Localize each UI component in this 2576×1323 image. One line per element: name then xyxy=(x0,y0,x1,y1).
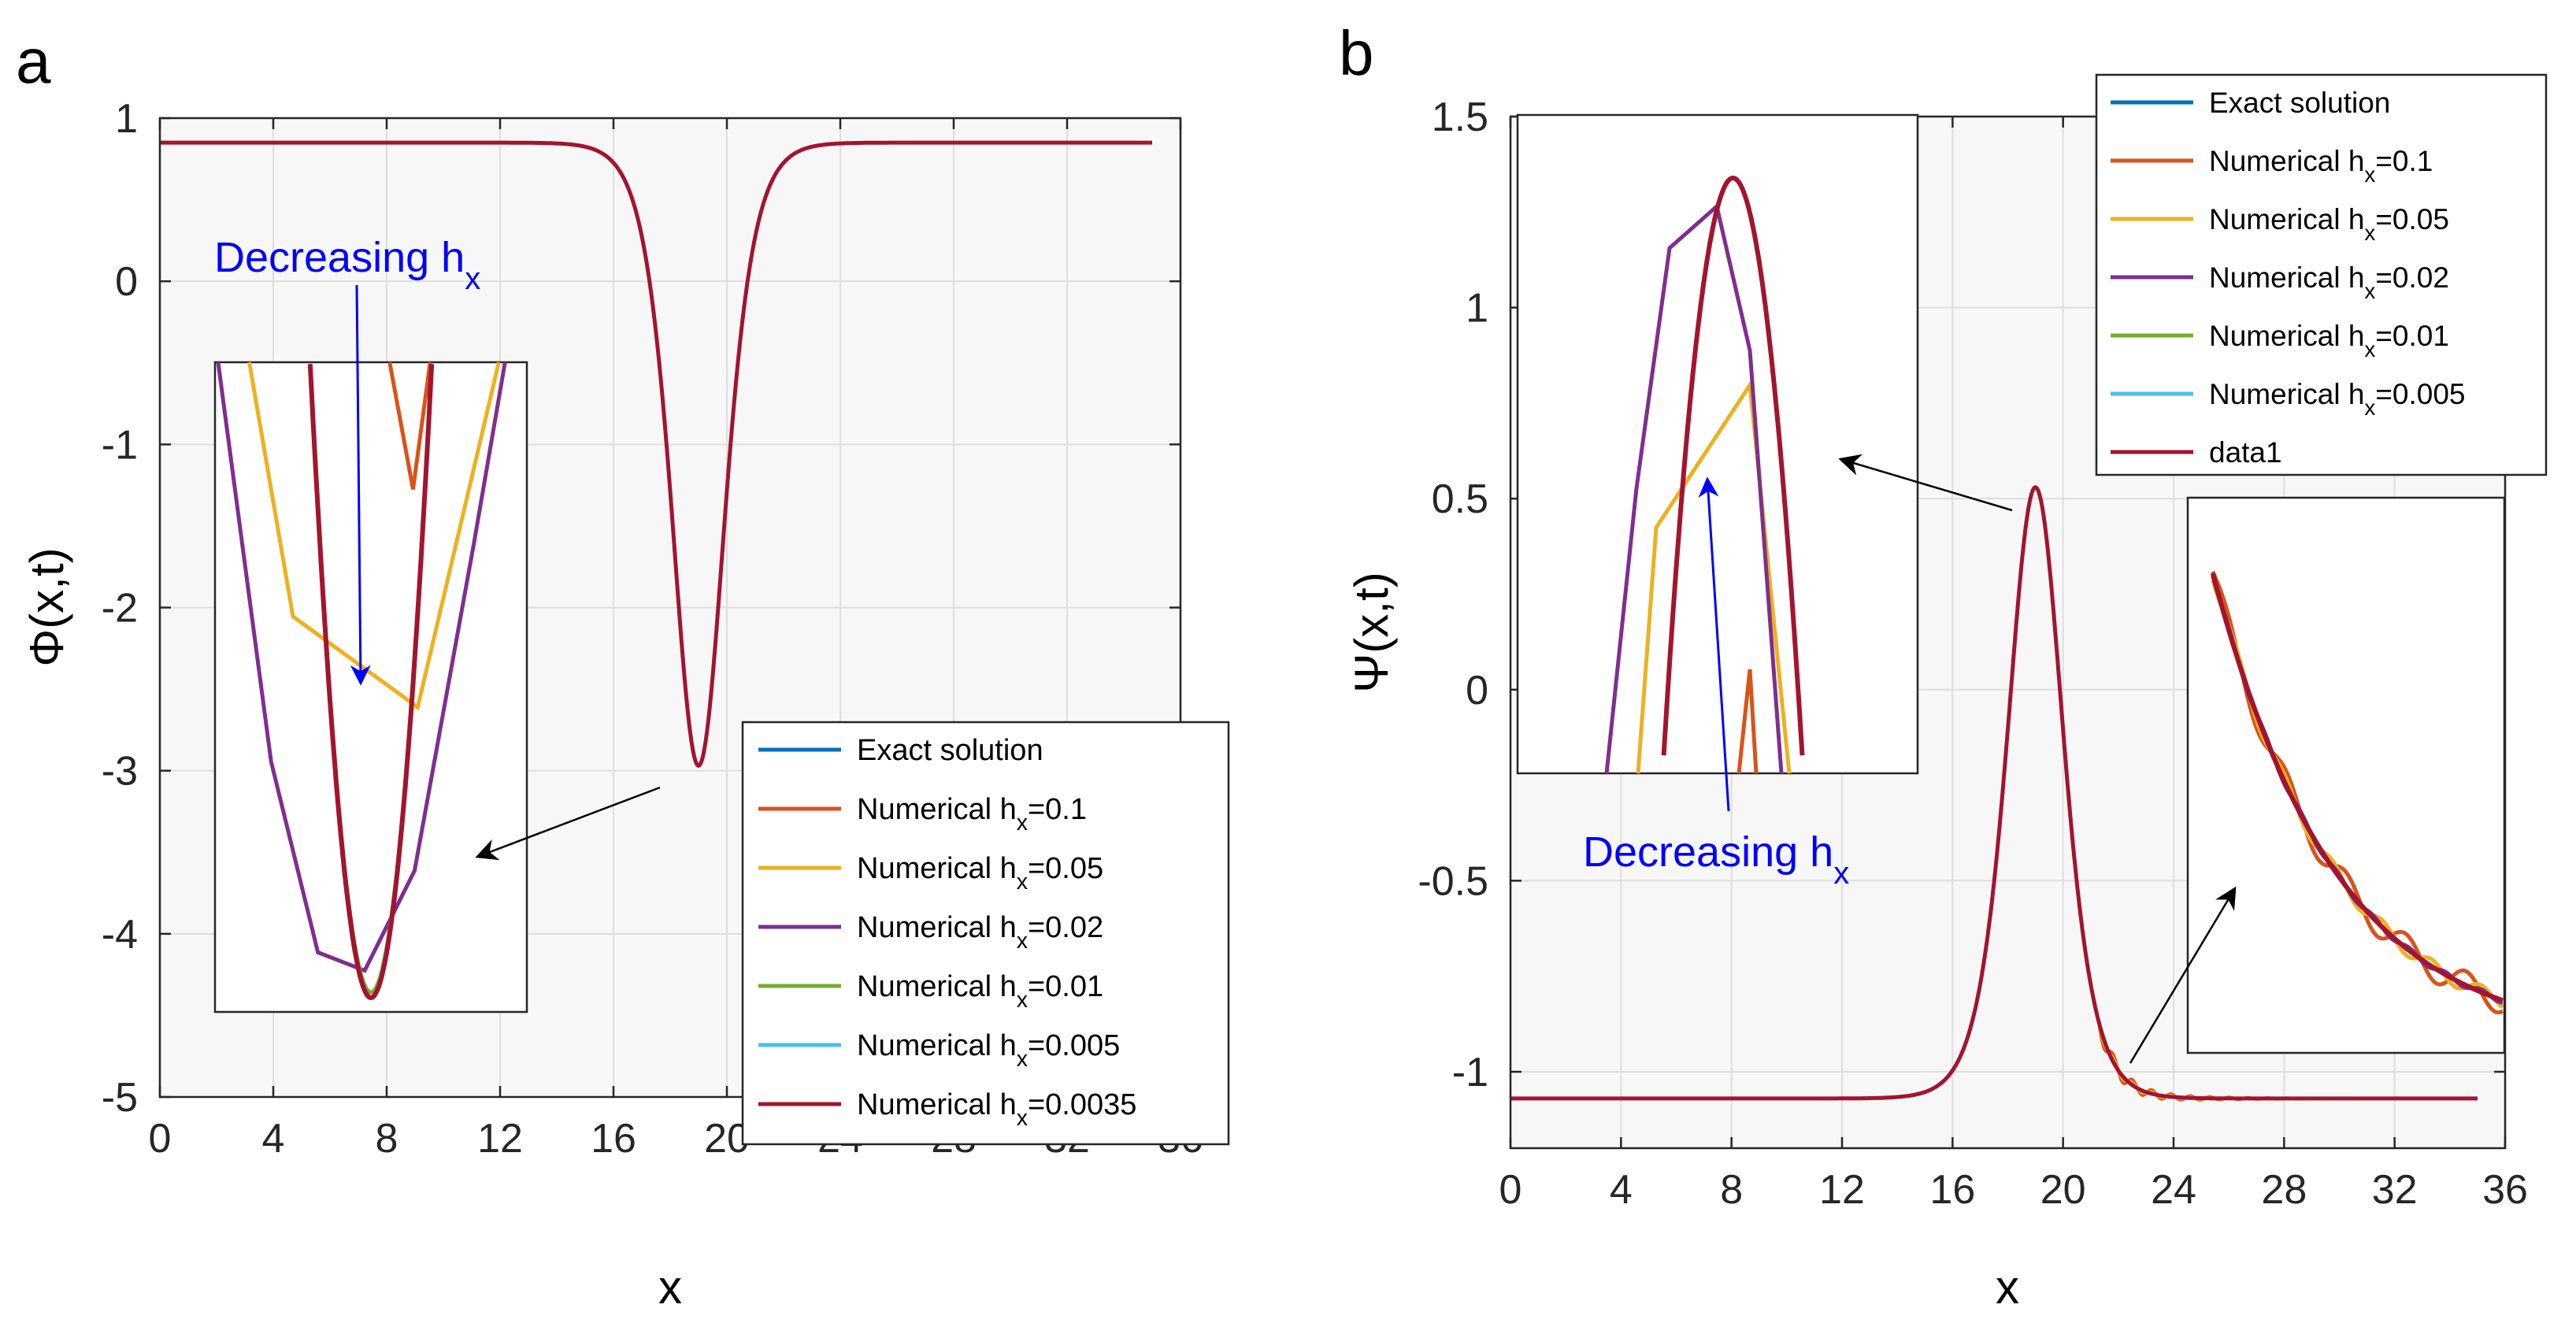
panel-a-y-tick-label-6: -5 xyxy=(102,1075,138,1121)
panel-a-legend-entries: Exact solution Numerical hx=0.1 Numerical … xyxy=(758,734,1136,1131)
panel-a-x-tick-label-0: 0 xyxy=(149,1116,172,1162)
panel-b-inset-tail-curves xyxy=(2210,570,2504,1015)
panel-a-legend-label-6: Numerical hx=0.0035 xyxy=(857,1088,1136,1131)
panel-b-blue-arrow xyxy=(1698,476,1730,812)
panel-b-black-arrow-peak xyxy=(1838,454,2013,512)
panel-b: b 0 4 8 12 16 20 24 28 32 36 1.5 1 0.5 0 -0.5 -1 x Ψ(x… xyxy=(1339,18,2548,1314)
panel-a-curves xyxy=(159,140,1153,768)
panel-b-legend: Exact solution Numerical hx=0.1 Numerical … xyxy=(2095,73,2548,476)
panel-b-annotation-sub: x xyxy=(1833,856,1849,891)
panel-a-y-tick-label-4: -3 xyxy=(102,749,138,795)
panel-b-y-axis-label: Ψ(x,t) xyxy=(1345,572,1398,692)
panel-a-y-tick-label-0: 1 xyxy=(115,96,138,142)
panel-b-inset-peak-frame xyxy=(1516,113,1919,775)
panel-a-y-tick-label-1: 0 xyxy=(115,259,138,305)
panel-a-y-tick-label-2: -1 xyxy=(102,422,138,468)
panel-a-inset-curves xyxy=(216,361,507,1001)
panel-a-annotation-main: Decreasing h xyxy=(214,234,465,281)
panel-a-x-tick-label-3: 12 xyxy=(477,1116,523,1162)
panel-b-legend-label-1: Numerical hx=0.1 xyxy=(2209,145,2433,187)
panel-b-y-tick-label-5: -1 xyxy=(1452,1050,1488,1095)
panel-b-legend-label-6: data1 xyxy=(2209,436,2282,469)
panel-b-x-tick-label-6: 24 xyxy=(2151,1167,2196,1213)
panel-a-x-axis-label: x xyxy=(658,1261,682,1314)
panel-a-legend-label-3: Numerical hx=0.02 xyxy=(857,911,1103,954)
panel-b-x-tick-label-4: 16 xyxy=(1929,1167,1975,1213)
panel-b-series-line-6 xyxy=(1510,485,2478,1101)
panel-b-legend-label-5: Numerical hx=0.005 xyxy=(2209,378,2465,420)
panel-b-inset-tail-frame xyxy=(2186,496,2506,1054)
panel-b-x-tick-label-5: 20 xyxy=(2040,1167,2086,1213)
panel-b-legend-label-0: Exact solution xyxy=(2209,87,2390,119)
panel-b-x-tick-label-1: 4 xyxy=(1610,1167,1633,1213)
panel-b-black-arrow-tail xyxy=(2129,886,2237,1064)
panel-b-y-tick-label-3: 0 xyxy=(1466,668,1488,713)
panel-b-legend-label-2: Numerical hx=0.05 xyxy=(2209,203,2449,245)
panel-a-y-axis-label: Φ(x,t) xyxy=(20,547,73,666)
panel-b-x-tick-label-7: 28 xyxy=(2261,1167,2307,1213)
panel-a-x-tick-label-2: 8 xyxy=(376,1116,398,1162)
panel-b-x-axis-label: x xyxy=(1996,1261,2019,1314)
panel-b-inset-peak-series-line-3 xyxy=(1604,202,1784,774)
panel-a-inset-series-line-2 xyxy=(247,361,501,711)
panel-a-inset-series-line-6 xyxy=(307,364,435,1001)
panel-b-inset-peak-series-line-2 xyxy=(1636,379,1792,774)
panel-b-x-tick-label-8: 32 xyxy=(2372,1167,2418,1213)
panel-a-x-tick-label-1: 4 xyxy=(262,1116,285,1162)
panel-b-inset-tail-series-line-6 xyxy=(2210,573,2504,1003)
panel-a-inset-series-line-3 xyxy=(216,361,507,973)
panel-a-inset-series-line-1 xyxy=(387,361,432,490)
panel-b-legend-box xyxy=(2095,73,2548,476)
panel-a-annotation-text: Decreasing hx xyxy=(214,234,480,296)
panel-b-legend-label-3: Numerical hx=0.02 xyxy=(2209,261,2449,303)
panel-b-inset-peak-series-line-6 xyxy=(1661,175,1805,756)
panel-b-annotation-text: Decreasing hx xyxy=(1583,828,1849,891)
panel-a-y-tick-label-5: -4 xyxy=(102,912,138,958)
panel-a-legend-label-1: Numerical hx=0.1 xyxy=(857,793,1087,836)
panel-b-x-tick-label-3: 12 xyxy=(1819,1167,1865,1213)
panel-b-y-tick-label-1: 1 xyxy=(1466,286,1488,332)
panel-a-y-tick-label-3: -2 xyxy=(102,586,138,632)
panel-a-legend-label-4: Numerical hx=0.01 xyxy=(857,970,1103,1013)
panel-b-y-tick-label-2: 0.5 xyxy=(1432,476,1488,522)
panel-b-annotation-main: Decreasing h xyxy=(1583,828,1833,876)
panel-b-x-tick-labels: 0 4 8 12 16 20 24 28 32 36 xyxy=(1499,117,2528,1213)
panel-b-y-tick-label-4: -0.5 xyxy=(1418,858,1488,904)
panel-a-legend-box xyxy=(741,721,1230,1146)
panel-a-annotation-sub: x xyxy=(465,261,480,296)
panel-a-x-tick-label-4: 16 xyxy=(591,1116,636,1162)
panel-b-inset-peak-series-line-1 xyxy=(1736,669,1759,774)
panel-a-black-arrow xyxy=(475,786,661,861)
panel-a-series-line-6 xyxy=(159,140,1153,768)
panel-a-legend: Exact solution Numerical hx=0.1 Numerical … xyxy=(741,721,1230,1146)
panel-b-inset-tail-series-line-2 xyxy=(2211,579,2504,1009)
panel-b-x-tick-label-2: 8 xyxy=(1720,1167,1743,1213)
panel-a-legend-label-5: Numerical hx=0.005 xyxy=(857,1029,1120,1072)
panel-b-x-tick-label-9: 36 xyxy=(2482,1167,2528,1213)
panel-a-blue-arrow xyxy=(350,284,371,686)
panel-b-inset-tail-series-line-1 xyxy=(2211,570,2504,1015)
panel-a-legend-label-2: Numerical hx=0.05 xyxy=(857,852,1103,895)
panel-b-inset-peak-curves xyxy=(1604,175,1805,774)
panel-b-legend-entries: Exact solution Numerical hx=0.1 Numerical … xyxy=(2111,87,2465,469)
panel-a-y-tick-labels: 1 0 -1 -2 -3 -4 -5 xyxy=(102,96,1181,1121)
panel-b-curves xyxy=(1510,485,2478,1102)
panel-b-x-tick-label-0: 0 xyxy=(1499,1167,1522,1213)
panel-b-label: b xyxy=(1339,18,1374,88)
panel-b-y-tick-label-0: 1.5 xyxy=(1432,94,1488,140)
panel-a-legend-label-0: Exact solution xyxy=(857,734,1043,767)
panel-a-label: a xyxy=(16,26,51,96)
panel-b-legend-label-4: Numerical hx=0.01 xyxy=(2209,320,2449,361)
